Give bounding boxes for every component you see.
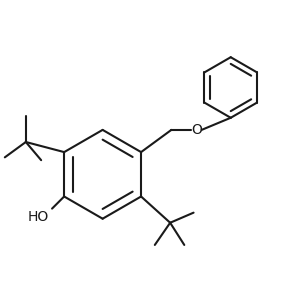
- Text: HO: HO: [28, 210, 49, 224]
- Text: O: O: [191, 123, 202, 137]
